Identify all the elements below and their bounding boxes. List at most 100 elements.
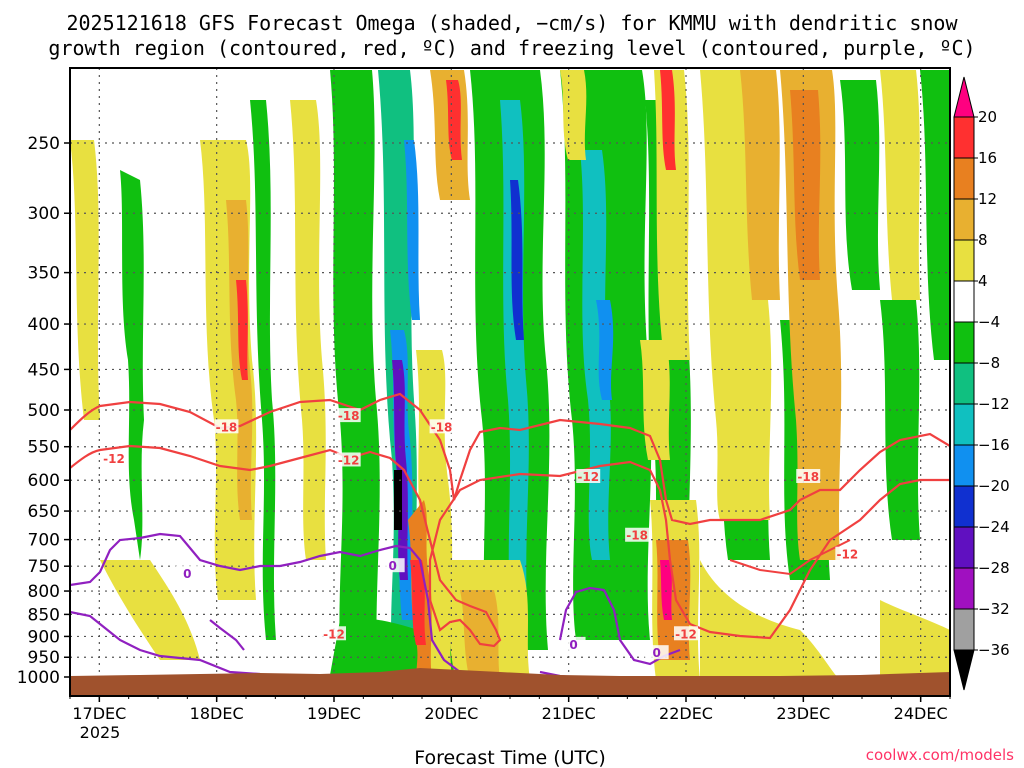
colorbar-label: −28 bbox=[978, 559, 1010, 577]
contour-label-bg bbox=[576, 469, 601, 484]
omega-region bbox=[410, 560, 426, 645]
omega-region bbox=[510, 180, 524, 340]
contour-label: -18 bbox=[626, 529, 648, 543]
x-tick-label: 18DEC bbox=[190, 704, 244, 723]
contour-label: -18 bbox=[338, 409, 360, 423]
omega-region bbox=[740, 70, 780, 300]
colorbar-bin bbox=[953, 280, 975, 323]
chart-title-line-2: growth region (contoured, red, ºC) and f… bbox=[48, 36, 975, 60]
y-tick-label: 350 bbox=[28, 264, 60, 284]
contour-label-bg bbox=[561, 636, 586, 651]
omega-region bbox=[120, 170, 144, 560]
freezing-contour-0 bbox=[558, 586, 681, 666]
omega-region bbox=[790, 90, 821, 280]
contour-label-bg bbox=[625, 527, 650, 542]
colorbar-label: −36 bbox=[978, 641, 1010, 659]
contour-label: -12 bbox=[338, 453, 360, 467]
omega-region bbox=[446, 80, 462, 160]
omega-region bbox=[880, 70, 920, 300]
y-tick-label: 950 bbox=[28, 648, 60, 668]
contour-label-bg bbox=[674, 626, 698, 641]
contour-label: 0 bbox=[388, 559, 396, 573]
contour-label-bg bbox=[214, 419, 239, 434]
contour-label-bg bbox=[380, 558, 405, 573]
contour-label: -18 bbox=[431, 420, 453, 434]
omega-region bbox=[840, 80, 880, 290]
omega-region bbox=[580, 150, 611, 560]
terrain-fill bbox=[70, 668, 950, 696]
colorbar-label: 8 bbox=[978, 231, 988, 249]
contour-layer bbox=[70, 392, 950, 680]
colorbar-label: −12 bbox=[978, 395, 1010, 413]
colorbar-label: −8 bbox=[978, 354, 1000, 372]
x-year-label: 2025 bbox=[80, 723, 121, 742]
colorbar-bin bbox=[953, 608, 975, 651]
freezing-contour-0 bbox=[70, 532, 481, 678]
omega-region bbox=[920, 70, 950, 360]
colorbar-bottom-triangle bbox=[953, 649, 975, 691]
omega-region bbox=[330, 70, 380, 680]
colorbar-bin bbox=[953, 239, 975, 282]
contour-labels: -18 -12 -18 -12 -18 -12 -12 -18 -12 -18 -12 0 0 0 0 bbox=[102, 408, 860, 660]
freezing-contour-0 bbox=[209, 619, 245, 651]
y-tick-label: 300 bbox=[28, 204, 60, 224]
y-tick-label: 1000 bbox=[17, 668, 60, 688]
contour-label-bg bbox=[175, 565, 200, 580]
dgz-contour-minus12 bbox=[70, 444, 950, 648]
x-tick-label: 22DEC bbox=[659, 704, 713, 723]
omega-region bbox=[660, 560, 672, 620]
credit-link[interactable]: coolwx.com/models bbox=[866, 746, 1014, 764]
y-tick-label: 450 bbox=[28, 360, 60, 380]
colorbar-bin bbox=[953, 321, 975, 364]
colorbar-bin bbox=[953, 362, 975, 405]
x-tick-label: 17DEC bbox=[72, 704, 126, 723]
dgz-contour-lower bbox=[729, 539, 851, 576]
x-tick-label: 24DEC bbox=[894, 704, 948, 723]
omega-region bbox=[404, 140, 420, 320]
colorbar-label: 4 bbox=[978, 272, 988, 290]
contour-label: 0 bbox=[652, 646, 660, 660]
colorbar-bin bbox=[953, 567, 975, 610]
colorbar-label: 12 bbox=[978, 190, 997, 208]
colorbar-bin bbox=[953, 444, 975, 487]
freezing-contour-0 bbox=[70, 610, 261, 676]
colorbar-bin bbox=[953, 403, 975, 446]
contour-label-bg bbox=[336, 408, 361, 423]
contour-label: -12 bbox=[675, 627, 697, 641]
colorbar-bin bbox=[953, 485, 975, 528]
contour-label-bg bbox=[336, 452, 361, 467]
y-tick-label: 550 bbox=[28, 438, 60, 458]
omega-region bbox=[100, 560, 200, 660]
y-tick-label: 500 bbox=[28, 401, 60, 421]
y-tick-label: 900 bbox=[28, 627, 60, 647]
contour-label: -12 bbox=[103, 452, 125, 466]
y-tick-label: 750 bbox=[28, 557, 60, 577]
x-axis: 17DEC 18DEC 19DEC 20DEC 21DEC 22DEC 23DEC 24DEC bbox=[69, 696, 951, 723]
contour-label-bg bbox=[835, 546, 860, 561]
contour-label-bg bbox=[102, 451, 126, 466]
omega-region bbox=[640, 340, 670, 460]
colorbar-bin bbox=[953, 198, 975, 241]
omega-region bbox=[290, 100, 326, 560]
y-tick-label: 850 bbox=[28, 605, 60, 625]
y-tick-label: 600 bbox=[28, 471, 60, 491]
y-tick-label: 650 bbox=[28, 502, 60, 522]
contour-label: -12 bbox=[577, 470, 599, 484]
colorbar-label: −20 bbox=[978, 477, 1010, 495]
colorbar-label: −4 bbox=[978, 313, 1000, 331]
colorbar-label: −32 bbox=[978, 600, 1010, 618]
omega-region bbox=[236, 280, 248, 380]
omega-region bbox=[596, 300, 614, 400]
colorbar-label: −16 bbox=[978, 436, 1010, 454]
contour-label-bg bbox=[796, 469, 821, 484]
omega-shading bbox=[70, 70, 950, 680]
y-axis: 2503003504004505005506006507007508008509… bbox=[17, 134, 70, 688]
omega-region bbox=[700, 560, 840, 680]
x-tick-label: 19DEC bbox=[307, 704, 361, 723]
contour-label: -12 bbox=[836, 548, 858, 562]
contour-label-bg bbox=[322, 626, 346, 641]
x-axis-title: Forecast Time (UTC) bbox=[414, 747, 605, 768]
omega-region bbox=[560, 70, 587, 160]
y-tick-label: 400 bbox=[28, 315, 60, 335]
